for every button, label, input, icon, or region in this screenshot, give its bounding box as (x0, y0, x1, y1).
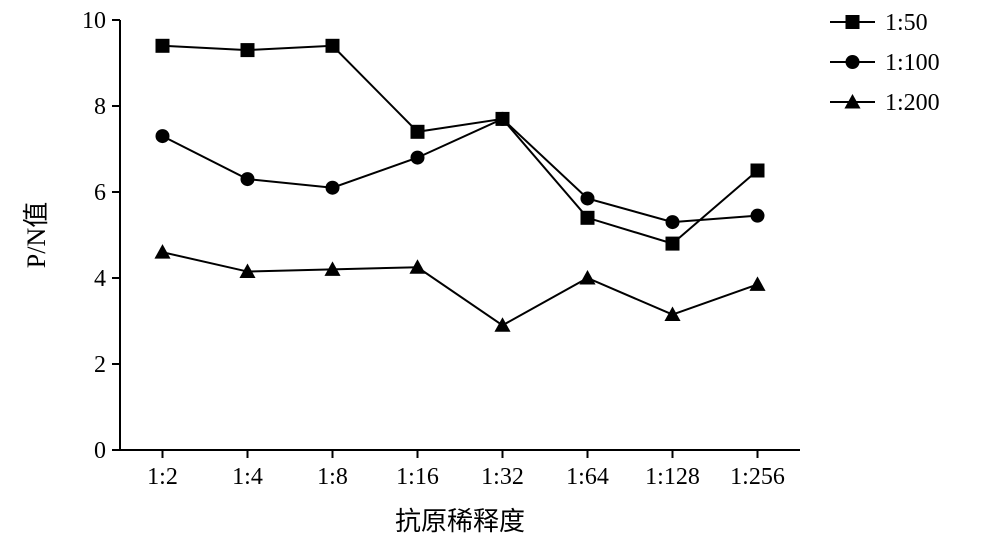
x-tick-label: 1:32 (481, 464, 524, 490)
legend-label: 1:200 (885, 90, 940, 116)
series-line (163, 119, 758, 222)
marker-triangle (579, 270, 595, 284)
marker-square (326, 39, 340, 53)
legend-label: 1:100 (885, 50, 940, 76)
chart-svg: 0 2 4 6 8 10 1:2 1:4 1:8 1:16 1:32 1:64 1:128 1:256 P/… (0, 0, 1000, 548)
x-tick-label: 1:8 (317, 464, 348, 490)
marker-circle (156, 129, 170, 143)
y-tick-label: 0 (94, 438, 106, 464)
marker-circle (846, 55, 860, 69)
series-1:200 (154, 244, 765, 332)
legend-item: 1:50 (830, 10, 928, 36)
marker-circle (581, 191, 595, 205)
y-axis-title: P/N值 (22, 202, 51, 268)
marker-triangle (494, 317, 510, 331)
x-axis-title: 抗原稀释度 (395, 507, 525, 536)
x-tick-label: 1:2 (147, 464, 178, 490)
x-tick-label: 1:64 (566, 464, 609, 490)
marker-triangle (749, 276, 765, 290)
marker-triangle (664, 307, 680, 321)
marker-circle (496, 112, 510, 126)
marker-square (411, 125, 425, 139)
line-chart: 0 2 4 6 8 10 1:2 1:4 1:8 1:16 1:32 1:64 1:128 1:256 P/… (0, 0, 1000, 548)
marker-square (751, 164, 765, 178)
marker-triangle (154, 244, 170, 258)
marker-circle (666, 215, 680, 229)
y-tick-label: 4 (94, 266, 106, 292)
marker-circle (751, 209, 765, 223)
series-line (163, 46, 758, 244)
marker-square (581, 211, 595, 225)
y-tick-label: 10 (82, 8, 106, 34)
marker-circle (241, 172, 255, 186)
x-tick-label: 1:16 (396, 464, 439, 490)
marker-square (241, 43, 255, 57)
marker-square (846, 15, 860, 29)
y-tick-label: 8 (94, 94, 106, 120)
y-tick-label: 6 (94, 180, 106, 206)
marker-square (156, 39, 170, 53)
marker-square (666, 237, 680, 251)
marker-circle (411, 151, 425, 165)
x-tick-label: 1:4 (232, 464, 263, 490)
x-tick-label: 1:128 (645, 464, 700, 490)
marker-circle (326, 181, 340, 195)
legend-item: 1:100 (830, 50, 940, 76)
series-1:100 (156, 112, 765, 229)
x-tick-label: 1:256 (730, 464, 785, 490)
y-tick-label: 2 (94, 352, 106, 378)
legend-label: 1:50 (885, 10, 928, 36)
legend-item: 1:200 (830, 90, 940, 116)
